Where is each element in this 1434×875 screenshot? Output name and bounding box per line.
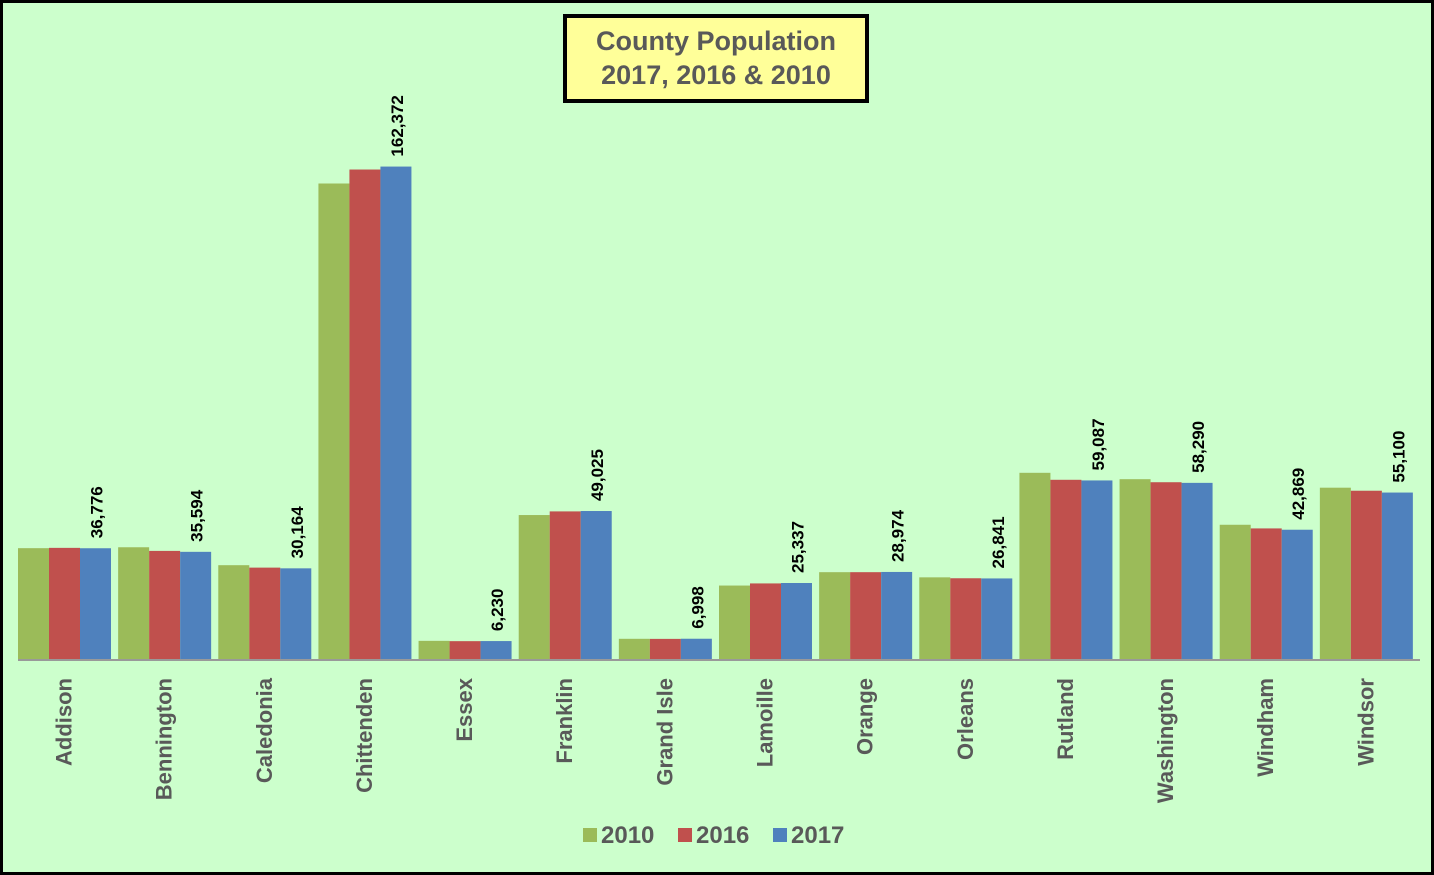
bar: [1250, 528, 1282, 660]
x-tick-label: Lamoille: [753, 678, 778, 767]
data-label: 49,025: [588, 449, 607, 501]
bar: [180, 551, 212, 660]
bar: [1050, 479, 1082, 660]
bar: [950, 578, 982, 660]
legend-label: 2010: [601, 822, 654, 849]
bar: [981, 578, 1013, 660]
bar: [850, 572, 882, 660]
x-tick-label: Chittenden: [352, 678, 377, 793]
bar: [549, 511, 581, 660]
bar: [149, 550, 181, 660]
data-label: 42,869: [1289, 468, 1308, 520]
x-tick-label: Orleans: [953, 678, 978, 760]
bar: [518, 515, 550, 660]
title-box: [563, 14, 869, 103]
x-tick-label: Windham: [1253, 678, 1278, 777]
bar: [349, 169, 381, 661]
data-label: 58,290: [1189, 421, 1208, 473]
legend-swatch: [678, 828, 692, 842]
chart-title: County Population 2017, 2016 & 2010: [596, 26, 836, 90]
x-tick-label: Essex: [452, 677, 477, 741]
bar: [80, 548, 111, 660]
bar: [18, 548, 49, 660]
data-label: 6,230: [488, 589, 507, 632]
data-label: 55,100: [1389, 431, 1408, 483]
data-label: 28,974: [889, 509, 908, 562]
x-tick-label: Grand Isle: [652, 678, 677, 786]
data-label: 26,841: [989, 516, 1008, 568]
x-tick-label: Addison: [52, 678, 77, 766]
x-tick-label: Franklin: [552, 678, 577, 764]
data-label: 59,087: [1089, 418, 1108, 470]
data-label: 35,594: [188, 489, 207, 542]
bar: [480, 641, 512, 660]
bar: [1150, 482, 1182, 660]
x-tick-label: Bennington: [152, 678, 177, 800]
bar: [1181, 482, 1213, 660]
bar: [280, 568, 312, 660]
legend-label: 2017: [791, 822, 844, 849]
bar: [218, 565, 250, 660]
data-label: 6,998: [688, 586, 707, 629]
data-label: 162,372: [388, 95, 407, 156]
bar: [1081, 480, 1113, 660]
bar: [449, 641, 481, 660]
data-label: 36,776: [88, 486, 107, 538]
bar: [580, 511, 612, 660]
bar: [781, 583, 812, 660]
x-tick-label: Rutland: [1053, 678, 1078, 760]
legend-swatch: [583, 828, 597, 842]
x-tick-label: Caledonia: [252, 677, 277, 783]
bar: [881, 571, 913, 660]
bar: [1219, 524, 1251, 660]
bar: [249, 567, 281, 660]
bar: [418, 640, 450, 660]
bar: [680, 638, 712, 660]
bar: [1281, 529, 1313, 660]
legend-label: 2016: [696, 822, 749, 849]
bar: [719, 585, 750, 660]
bar: [919, 577, 951, 660]
bar: [618, 638, 650, 660]
x-tick-label: Orange: [853, 678, 878, 755]
data-label: 30,164: [288, 506, 307, 559]
data-label: 25,337: [789, 521, 808, 573]
bar: [1319, 487, 1351, 660]
legend-swatch: [773, 828, 787, 842]
bar: [750, 583, 781, 660]
bar: [1350, 490, 1382, 660]
bar: [49, 547, 80, 660]
x-tick-label: Windsor: [1353, 678, 1378, 766]
bar: [819, 572, 851, 660]
bar: [649, 638, 681, 660]
bar: [1381, 492, 1413, 660]
bar: [1019, 472, 1051, 660]
bar: [318, 183, 350, 660]
bar: [1119, 479, 1151, 660]
x-tick-label: Washington: [1153, 678, 1178, 803]
bar: [380, 166, 412, 661]
bar: [118, 547, 150, 660]
